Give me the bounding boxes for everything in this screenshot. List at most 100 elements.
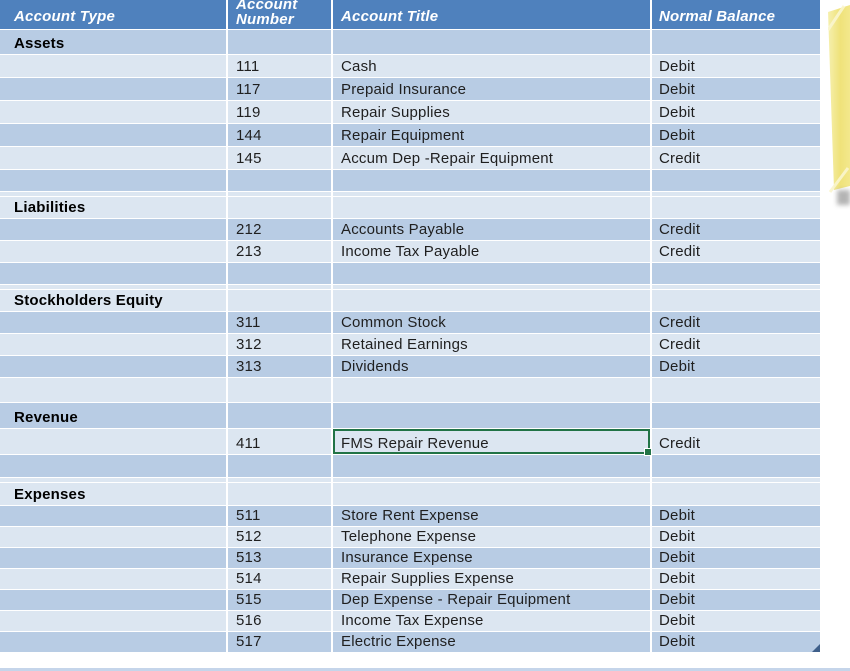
account-title-cell[interactable]: Store Rent Expense [333, 506, 652, 526]
normal-balance-cell[interactable]: Debit [652, 55, 820, 77]
column-header-account-type[interactable]: Account Type [0, 0, 228, 29]
selected-account-title-cell[interactable]: FMS Repair Revenue [333, 429, 652, 456]
account-number-cell[interactable]: 212 [228, 219, 333, 240]
empty-cell[interactable] [333, 483, 652, 505]
account-title-cell[interactable]: Income Tax Expense [333, 611, 652, 631]
account-title-cell[interactable]: Telephone Expense [333, 527, 652, 547]
empty-cell[interactable] [652, 403, 820, 428]
empty-cell[interactable] [228, 263, 333, 284]
account-number-cell[interactable]: 513 [228, 548, 333, 568]
normal-balance-cell[interactable]: Credit [652, 334, 820, 355]
empty-cell[interactable] [0, 285, 228, 289]
account-type-cell[interactable] [0, 124, 228, 146]
section-name-cell[interactable]: Stockholders Equity [0, 290, 228, 311]
empty-cell[interactable] [333, 170, 652, 191]
empty-cell[interactable] [333, 197, 652, 218]
empty-cell[interactable] [228, 197, 333, 218]
empty-cell[interactable] [333, 455, 652, 477]
empty-cell[interactable] [0, 378, 228, 402]
empty-cell[interactable] [652, 455, 820, 477]
section-name-cell[interactable]: Liabilities [0, 197, 228, 218]
account-type-cell[interactable] [0, 429, 228, 454]
account-title-cell[interactable]: Dividends [333, 356, 652, 377]
empty-cell[interactable] [228, 192, 333, 196]
account-type-cell[interactable] [0, 611, 228, 631]
account-number-cell[interactable]: 119 [228, 101, 333, 123]
selection-fill-handle[interactable] [644, 448, 652, 456]
empty-cell[interactable] [652, 290, 820, 311]
account-number-cell[interactable]: 311 [228, 312, 333, 333]
empty-cell[interactable] [228, 170, 333, 191]
empty-cell[interactable] [652, 483, 820, 505]
account-title-cell[interactable]: Common Stock [333, 312, 652, 333]
account-type-cell[interactable] [0, 101, 228, 123]
account-title-cell[interactable]: Accum Dep -Repair Equipment [333, 147, 652, 169]
empty-cell[interactable] [652, 263, 820, 284]
empty-cell[interactable] [652, 30, 820, 54]
empty-cell[interactable] [333, 378, 652, 402]
account-type-cell[interactable] [0, 219, 228, 240]
account-type-cell[interactable] [0, 590, 228, 610]
account-number-cell[interactable]: 111 [228, 55, 333, 77]
account-type-cell[interactable] [0, 78, 228, 100]
empty-cell[interactable] [333, 30, 652, 54]
column-header-account-title[interactable]: Account Title [333, 0, 652, 29]
account-type-cell[interactable] [0, 548, 228, 568]
account-type-cell[interactable] [0, 506, 228, 526]
empty-cell[interactable] [228, 403, 333, 428]
account-number-cell[interactable]: 411 [228, 429, 333, 454]
account-number-cell[interactable]: 144 [228, 124, 333, 146]
account-type-cell[interactable] [0, 356, 228, 377]
account-number-cell[interactable]: 313 [228, 356, 333, 377]
empty-cell[interactable] [333, 403, 652, 428]
normal-balance-cell[interactable]: Debit [652, 506, 820, 526]
normal-balance-cell[interactable]: Debit [652, 124, 820, 146]
empty-cell[interactable] [228, 455, 333, 477]
empty-cell[interactable] [0, 455, 228, 477]
empty-cell[interactable] [0, 192, 228, 196]
account-title-cell[interactable]: Retained Earnings [333, 334, 652, 355]
account-title-cell[interactable]: Repair Supplies Expense [333, 569, 652, 589]
normal-balance-cell[interactable]: Debit [652, 632, 820, 652]
empty-cell[interactable] [333, 290, 652, 311]
empty-cell[interactable] [652, 285, 820, 289]
empty-cell[interactable] [228, 378, 333, 402]
account-title-cell[interactable]: Dep Expense - Repair Equipment [333, 590, 652, 610]
normal-balance-cell[interactable]: Debit [652, 78, 820, 100]
sticky-note[interactable] [828, 0, 850, 212]
account-number-cell[interactable]: 511 [228, 506, 333, 526]
empty-cell[interactable] [228, 478, 333, 482]
empty-cell[interactable] [228, 30, 333, 54]
account-number-cell[interactable]: 213 [228, 241, 333, 262]
account-type-cell[interactable] [0, 241, 228, 262]
empty-cell[interactable] [652, 192, 820, 196]
normal-balance-cell[interactable]: Credit [652, 312, 820, 333]
account-number-cell[interactable]: 312 [228, 334, 333, 355]
table-resize-handle[interactable] [812, 644, 820, 652]
account-number-cell[interactable]: 515 [228, 590, 333, 610]
normal-balance-cell[interactable]: Debit [652, 611, 820, 631]
normal-balance-cell[interactable]: Credit [652, 219, 820, 240]
empty-cell[interactable] [228, 290, 333, 311]
account-type-cell[interactable] [0, 527, 228, 547]
account-type-cell[interactable] [0, 147, 228, 169]
account-number-cell[interactable]: 512 [228, 527, 333, 547]
empty-cell[interactable] [0, 478, 228, 482]
normal-balance-cell[interactable]: Debit [652, 356, 820, 377]
normal-balance-cell[interactable]: Debit [652, 548, 820, 568]
empty-cell[interactable] [333, 285, 652, 289]
section-name-cell[interactable]: Assets [0, 30, 228, 54]
account-type-cell[interactable] [0, 55, 228, 77]
normal-balance-cell[interactable]: Credit [652, 241, 820, 262]
section-name-cell[interactable]: Expenses [0, 483, 228, 505]
account-title-cell[interactable]: Electric Expense [333, 632, 652, 652]
account-number-cell[interactable]: 516 [228, 611, 333, 631]
normal-balance-cell[interactable]: Credit [652, 147, 820, 169]
section-name-cell[interactable]: Revenue [0, 403, 228, 428]
account-number-cell[interactable]: 517 [228, 632, 333, 652]
account-number-cell[interactable]: 514 [228, 569, 333, 589]
account-number-cell[interactable]: 145 [228, 147, 333, 169]
empty-cell[interactable] [652, 378, 820, 402]
normal-balance-cell[interactable]: Debit [652, 527, 820, 547]
normal-balance-cell[interactable]: Credit [652, 429, 820, 454]
